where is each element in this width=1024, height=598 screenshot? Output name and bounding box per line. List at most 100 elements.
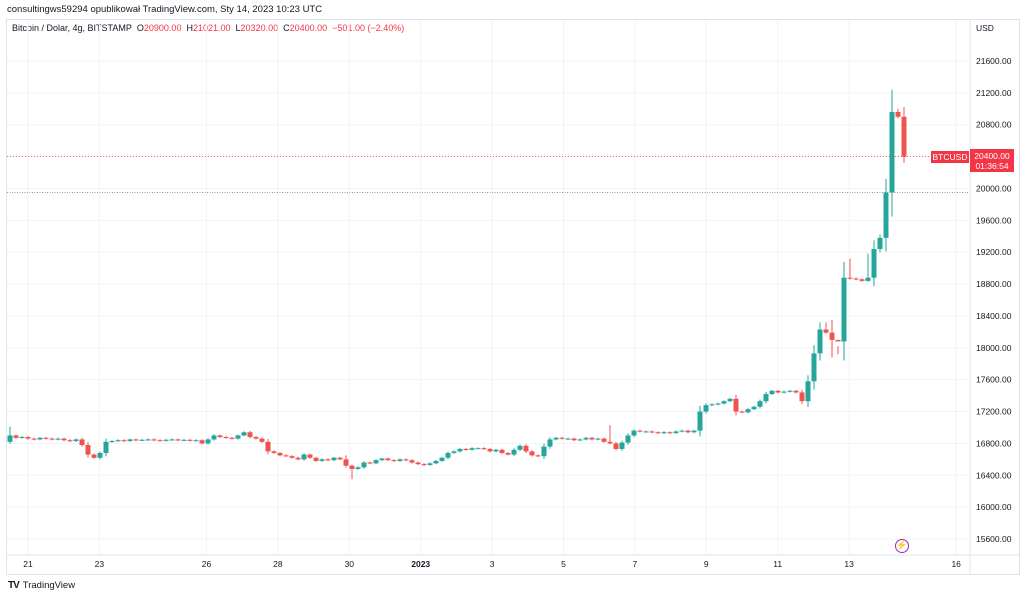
candle xyxy=(493,448,499,453)
candle-body xyxy=(241,432,247,436)
candle-body xyxy=(169,439,175,441)
candle-body xyxy=(721,401,727,404)
candle-body xyxy=(247,432,253,438)
candle xyxy=(103,438,109,457)
candle-body xyxy=(283,455,289,457)
candle-body xyxy=(865,277,871,281)
price-tick-label: 21600.00 xyxy=(976,56,1012,66)
candle-body xyxy=(103,441,109,453)
candle-body xyxy=(139,439,145,441)
candle-body xyxy=(823,329,829,333)
candle-body xyxy=(409,460,415,463)
candle xyxy=(559,436,565,440)
candle-body xyxy=(31,438,37,440)
price-tick-label: 21200.00 xyxy=(976,88,1012,98)
candle xyxy=(259,437,265,443)
candle-body xyxy=(25,437,31,439)
candle xyxy=(505,452,511,456)
candle xyxy=(901,107,907,163)
candle-body xyxy=(277,452,283,456)
candle-body xyxy=(559,437,565,439)
candle xyxy=(691,429,697,434)
candle-body xyxy=(415,462,421,465)
candle xyxy=(547,437,553,449)
candle xyxy=(613,441,619,451)
candle-body xyxy=(613,443,619,449)
candle-body xyxy=(187,439,193,441)
close-value: 20400.00 xyxy=(289,23,328,33)
candles xyxy=(7,89,907,480)
candle-body xyxy=(733,398,739,412)
candle xyxy=(247,430,253,439)
candle-body xyxy=(601,438,607,442)
candle-body xyxy=(811,353,817,382)
candle xyxy=(97,451,103,460)
candle-body xyxy=(727,398,733,402)
symbol-name[interactable]: Bitcoin / Dolar, 4g, BITSTAMP xyxy=(12,23,132,33)
candle-body xyxy=(715,403,721,405)
candle xyxy=(337,456,343,461)
candle-body xyxy=(625,435,631,443)
candle xyxy=(139,438,145,442)
candle xyxy=(865,253,871,282)
candle-body xyxy=(751,406,757,410)
candle xyxy=(823,322,829,334)
candle-body xyxy=(97,452,103,458)
candle xyxy=(433,459,439,465)
candle xyxy=(217,434,223,438)
tradingview-logo-icon: TV xyxy=(8,580,20,591)
candle xyxy=(193,439,199,442)
time-tick-label: 26 xyxy=(202,559,212,569)
candle xyxy=(199,439,205,445)
candle xyxy=(73,438,79,442)
candle-body xyxy=(475,448,481,450)
candle xyxy=(553,436,559,441)
candle xyxy=(265,438,271,455)
price-tick-label: 15600.00 xyxy=(976,534,1012,544)
candle xyxy=(169,438,175,441)
candle-body xyxy=(871,249,877,278)
price-tick-label: 19200.00 xyxy=(976,247,1012,257)
candle xyxy=(883,178,889,252)
candle xyxy=(451,450,457,454)
candle-body xyxy=(67,440,73,442)
change-value: −501.00 (−2.40%) xyxy=(332,23,405,33)
lightning-event-icon[interactable]: ⚡ xyxy=(895,539,909,553)
candle xyxy=(457,448,463,453)
candle xyxy=(655,431,661,435)
candle xyxy=(403,458,409,462)
candle-body xyxy=(619,442,625,449)
candle-body xyxy=(787,390,793,392)
candle xyxy=(445,451,451,460)
candle-body xyxy=(145,439,151,441)
candle-body xyxy=(793,390,799,393)
candle xyxy=(7,426,13,444)
candle xyxy=(577,438,583,442)
candle-body xyxy=(7,435,13,442)
candle-body xyxy=(85,445,91,455)
candle-body xyxy=(529,451,535,456)
price-axis[interactable]: 21600.00 21200.00 20800.00 20000.00 19600.00… xyxy=(976,56,1012,544)
price-tick-label: 18000.00 xyxy=(976,343,1012,353)
price-tick-label: 17200.00 xyxy=(976,407,1012,417)
candle-body xyxy=(313,457,319,461)
time-axis[interactable]: 21 23 26 28 30 2023 3 5 7 9 11 13 16 xyxy=(23,559,961,569)
candle-body xyxy=(331,457,337,461)
candle-body xyxy=(37,437,43,440)
candle xyxy=(763,391,769,404)
candle xyxy=(361,461,367,469)
candle xyxy=(13,434,19,439)
candle-body xyxy=(523,445,529,452)
currency-label: USD xyxy=(976,23,994,33)
open-label: O xyxy=(136,23,144,33)
candle-body xyxy=(307,454,313,458)
candle-body xyxy=(637,430,643,432)
candle-body xyxy=(499,449,505,453)
candle-body xyxy=(337,457,343,460)
candle xyxy=(373,459,379,465)
candle-body xyxy=(157,440,163,442)
bar-countdown: 01:36:54 xyxy=(975,161,1008,171)
candle-body xyxy=(361,462,367,468)
candle xyxy=(205,438,211,445)
